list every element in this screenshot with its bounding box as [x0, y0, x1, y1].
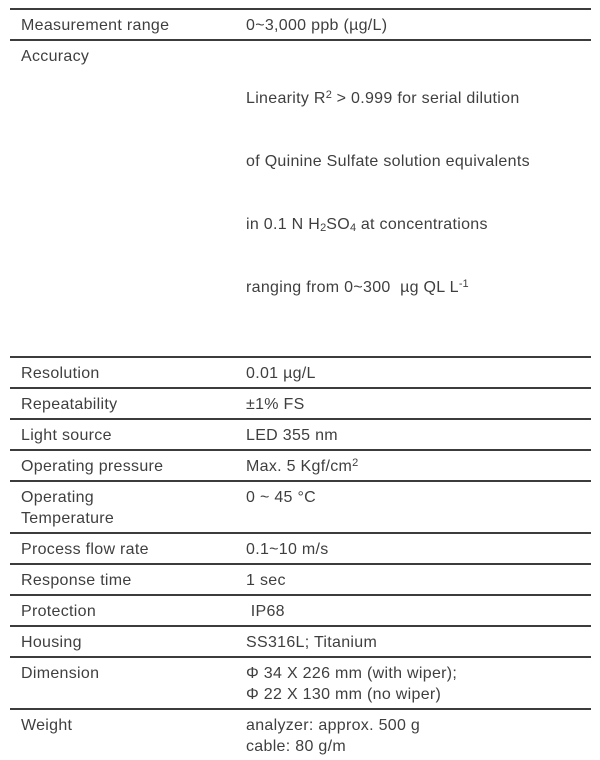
superscript: 2	[325, 89, 332, 101]
spec-value-repeatability: ±1% FS	[246, 396, 305, 413]
text-segment: Max. 5 Kgf/cm	[246, 458, 353, 475]
spec-label-dimension: Dimension	[21, 665, 100, 682]
spec-label-measurement-range: Measurement range	[21, 17, 170, 34]
text-segment: ranging from 0~300 µg QL L	[246, 279, 459, 296]
spec-label-protection: Protection	[21, 603, 97, 620]
spec-row-operating-temperature: Operating Temperature 0 ~ 45 °C	[10, 480, 591, 532]
spec-label-operating-temperature: Operating Temperature	[21, 489, 115, 527]
spec-value-operating-pressure: Max. 5 Kgf/cm2	[246, 451, 591, 480]
product-specification-table: Measurement range 0~3,000 ppb (µg/L) Acc…	[10, 8, 591, 760]
spec-row-response-time: Response time 1 sec	[10, 563, 591, 594]
spec-value-housing: SS316L; Titanium	[246, 634, 378, 651]
spec-row-light-source: Light source LED 355 nm	[10, 418, 591, 449]
spec-row-measurement-range: Measurement range 0~3,000 ppb (µg/L)	[10, 8, 591, 39]
spec-label-resolution: Resolution	[21, 365, 100, 382]
spec-value-accuracy: Linearity R2 > 0.999 for serial dilution…	[246, 41, 591, 356]
text-segment: SO	[326, 216, 350, 233]
spec-value-protection: IP68	[246, 603, 285, 620]
spec-row-resolution: Resolution 0.01 µg/L	[10, 356, 591, 387]
spec-row-weight: Weight analyzer: approx. 500 g cable: 80…	[10, 708, 591, 760]
spec-label-repeatability: Repeatability	[21, 396, 118, 413]
spec-value-response-time: 1 sec	[246, 572, 286, 589]
spec-row-operating-pressure: Operating pressure Max. 5 Kgf/cm2	[10, 449, 591, 480]
accuracy-line-2: of Quinine Sulfate solution equivalents	[246, 153, 530, 170]
text-segment: > 0.999 for serial dilution	[331, 90, 520, 107]
spec-row-process-flow-rate: Process flow rate 0.1~10 m/s	[10, 532, 591, 563]
spec-label-light-source: Light source	[21, 427, 112, 444]
spec-row-protection: Protection IP68	[10, 594, 591, 625]
subscript: 4	[349, 222, 357, 234]
spec-label-housing: Housing	[21, 634, 82, 651]
superscript: 2	[352, 457, 359, 469]
spec-value-measurement-range: 0~3,000 ppb (µg/L)	[246, 17, 388, 34]
spec-row-accuracy: Accuracy Linearity R2 > 0.999 for serial…	[10, 39, 591, 356]
spec-value-light-source: LED 355 nm	[246, 427, 338, 444]
spec-label-weight: Weight	[21, 717, 73, 734]
spec-label-operating-pressure: Operating pressure	[21, 458, 164, 475]
spec-row-housing: Housing SS316L; Titanium	[10, 625, 591, 656]
text-segment: in 0.1 N H	[246, 216, 321, 233]
spec-row-dimension: Dimension Φ 34 X 226 mm (with wiper); Φ …	[10, 656, 591, 708]
spec-value-operating-temperature: 0 ~ 45 °C	[246, 489, 317, 506]
text-segment: Linearity R	[246, 90, 326, 107]
spec-label-accuracy: Accuracy	[21, 48, 90, 65]
spec-row-repeatability: Repeatability ±1% FS	[10, 387, 591, 418]
spec-value-weight: analyzer: approx. 500 g cable: 80 g/m	[246, 717, 421, 755]
spec-value-dimension: Φ 34 X 226 mm (with wiper); Φ 22 X 130 m…	[246, 665, 458, 703]
spec-label-response-time: Response time	[21, 572, 132, 589]
accuracy-line-3: in 0.1 N H2SO4 at concentrations	[246, 214, 591, 235]
subscript: 2	[320, 222, 327, 234]
accuracy-line-1: Linearity R2 > 0.999 for serial dilution	[246, 88, 591, 109]
superscript: -1	[458, 278, 469, 290]
spec-value-resolution: 0.01 µg/L	[246, 365, 316, 382]
accuracy-line-4: ranging from 0~300 µg QL L-1	[246, 277, 591, 298]
text-segment: at concentrations	[356, 216, 488, 233]
